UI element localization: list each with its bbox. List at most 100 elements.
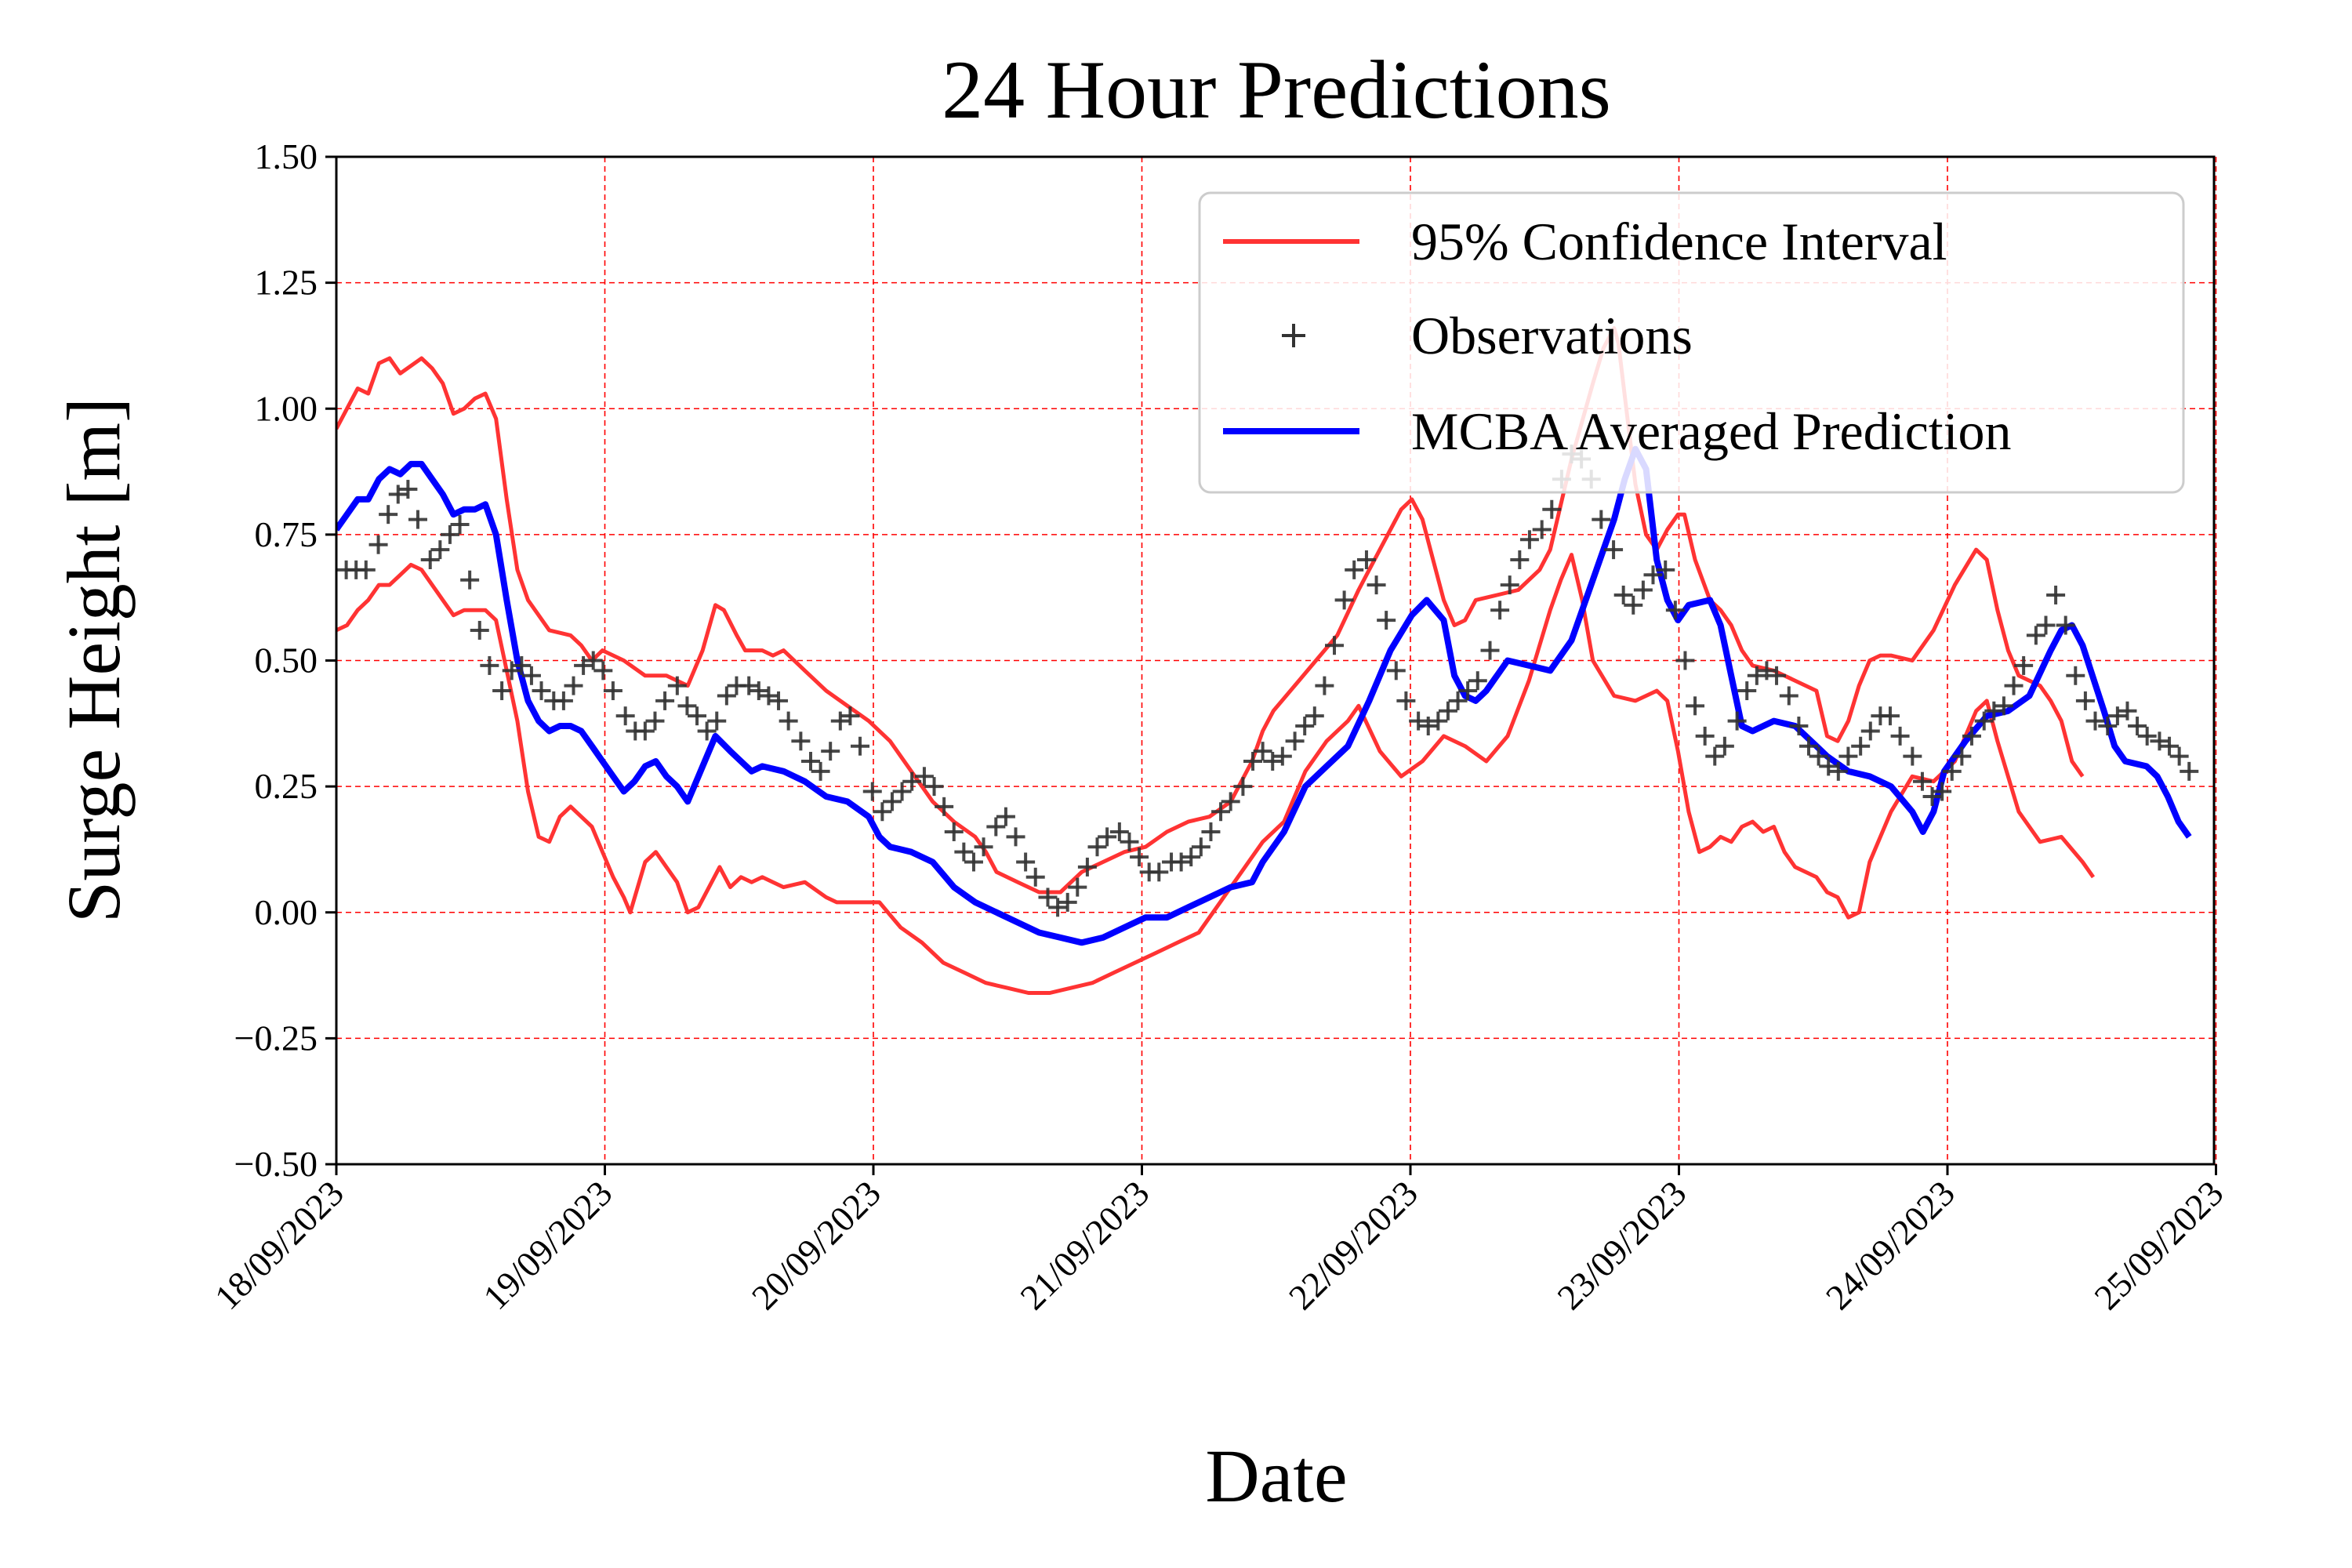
observation-point	[521, 666, 541, 685]
observation-point	[1334, 590, 1354, 610]
observation-point	[1253, 742, 1272, 761]
observation-point	[1058, 892, 1077, 912]
observation-point	[892, 782, 912, 801]
y-axis: −0.50 −0.25 0.00 0.25 0.50 0.75 1.00 1.25 1.50	[234, 136, 336, 1184]
observation-point	[645, 711, 665, 731]
observation-point	[1181, 848, 1201, 867]
observation-point	[882, 792, 902, 811]
x-axis: 18/09/2023 19/09/2023 20/09/2023 21/09/2023…	[207, 1164, 2231, 1317]
observation-point	[1428, 711, 1448, 731]
observation-point	[1438, 701, 1457, 720]
observation-point	[759, 686, 779, 706]
x-tick-label: 23/09/2023	[1549, 1173, 1693, 1317]
observation-point	[697, 721, 717, 741]
y-tick-label: 0.75	[255, 514, 318, 554]
observation-point	[1171, 852, 1191, 872]
observation-point	[1757, 661, 1777, 681]
observation-point	[1789, 717, 1809, 736]
observation-point	[635, 721, 655, 741]
observation-point	[800, 752, 820, 771]
observation-point	[2066, 666, 2085, 685]
observation-point	[1922, 786, 1942, 806]
observation-point	[1542, 499, 1562, 519]
observation-point	[2118, 701, 2137, 720]
legend-label-prediction: MCBA Averaged Prediction	[1411, 401, 2012, 461]
observation-point	[1191, 837, 1210, 857]
observation-point	[821, 742, 840, 761]
observation-point	[1695, 726, 1715, 746]
observation-point	[1860, 721, 1880, 741]
observation-point	[574, 655, 593, 675]
observation-point	[655, 691, 675, 710]
observation-point	[1409, 711, 1428, 731]
observation-point	[379, 505, 398, 524]
observation-point	[593, 661, 613, 681]
observation-point	[1767, 666, 1787, 685]
x-tick-label: 21/09/2023	[1012, 1173, 1156, 1317]
prediction-line	[336, 445, 2192, 946]
observation-point	[1798, 736, 1818, 756]
observation-point	[1016, 852, 1036, 872]
chart-title: 24 Hour Predictions	[942, 44, 1611, 136]
legend: 95% Confidence Interval Observations MCB…	[1198, 191, 2185, 494]
observation-point	[420, 550, 440, 569]
observation-point	[2046, 585, 2066, 604]
observation-point	[2107, 706, 2127, 726]
x-axis-title: Date	[1205, 1434, 1347, 1518]
observation-point	[2004, 676, 2024, 695]
observation-point	[1500, 575, 1519, 595]
observation-point	[1675, 651, 1695, 670]
observation-point	[1942, 761, 1962, 781]
observation-point	[840, 706, 860, 726]
observation-point	[2056, 615, 2075, 635]
observation-point	[1912, 771, 1932, 791]
observation-point	[1994, 696, 2013, 716]
observation-point	[1705, 746, 1725, 766]
observation-point	[2137, 726, 2157, 746]
observation-point	[791, 731, 811, 751]
observation-point	[398, 480, 418, 499]
observation-point	[974, 837, 993, 857]
observation-point	[1315, 676, 1334, 695]
observation-point	[583, 651, 603, 670]
observation-point	[1604, 540, 1624, 560]
observation-point	[615, 706, 635, 726]
observations-series	[336, 445, 2199, 917]
observation-point	[492, 681, 512, 701]
observation-point	[1519, 530, 1539, 550]
observation-point	[1962, 726, 1981, 746]
observation-point	[1643, 565, 1663, 585]
observation-point	[1933, 782, 1952, 801]
observation-point	[564, 676, 583, 695]
observation-point	[1263, 752, 1283, 771]
observation-point	[1828, 761, 1848, 781]
observation-point	[1974, 711, 1994, 731]
observation-point	[1233, 777, 1253, 797]
ci-lower-line	[336, 553, 2096, 995]
x-tick-label: 18/09/2023	[207, 1173, 351, 1317]
legend-box	[1198, 191, 2185, 494]
observation-point	[1890, 726, 1910, 746]
y-tick-label: 0.00	[255, 892, 318, 932]
observation-point	[1211, 802, 1231, 822]
observation-point	[924, 777, 944, 797]
observation-point	[554, 691, 573, 710]
observation-point	[1656, 560, 1675, 579]
observation-point	[1006, 827, 1025, 847]
observation-point	[2169, 746, 2189, 766]
observation-point	[1068, 877, 1087, 897]
observation-point	[2150, 731, 2169, 751]
observation-point	[1367, 575, 1386, 595]
observation-point	[1077, 857, 1097, 877]
observation-point	[954, 842, 974, 862]
observation-point	[1819, 757, 1838, 776]
observation-point	[964, 852, 983, 872]
observation-point	[935, 797, 954, 816]
observation-point	[1613, 585, 1633, 604]
observation-point	[944, 822, 964, 841]
observation-point	[1686, 696, 1705, 716]
observation-point	[1048, 898, 1068, 917]
y-tick-label: −0.50	[234, 1144, 318, 1184]
legend-obs-marker	[1282, 324, 1305, 347]
